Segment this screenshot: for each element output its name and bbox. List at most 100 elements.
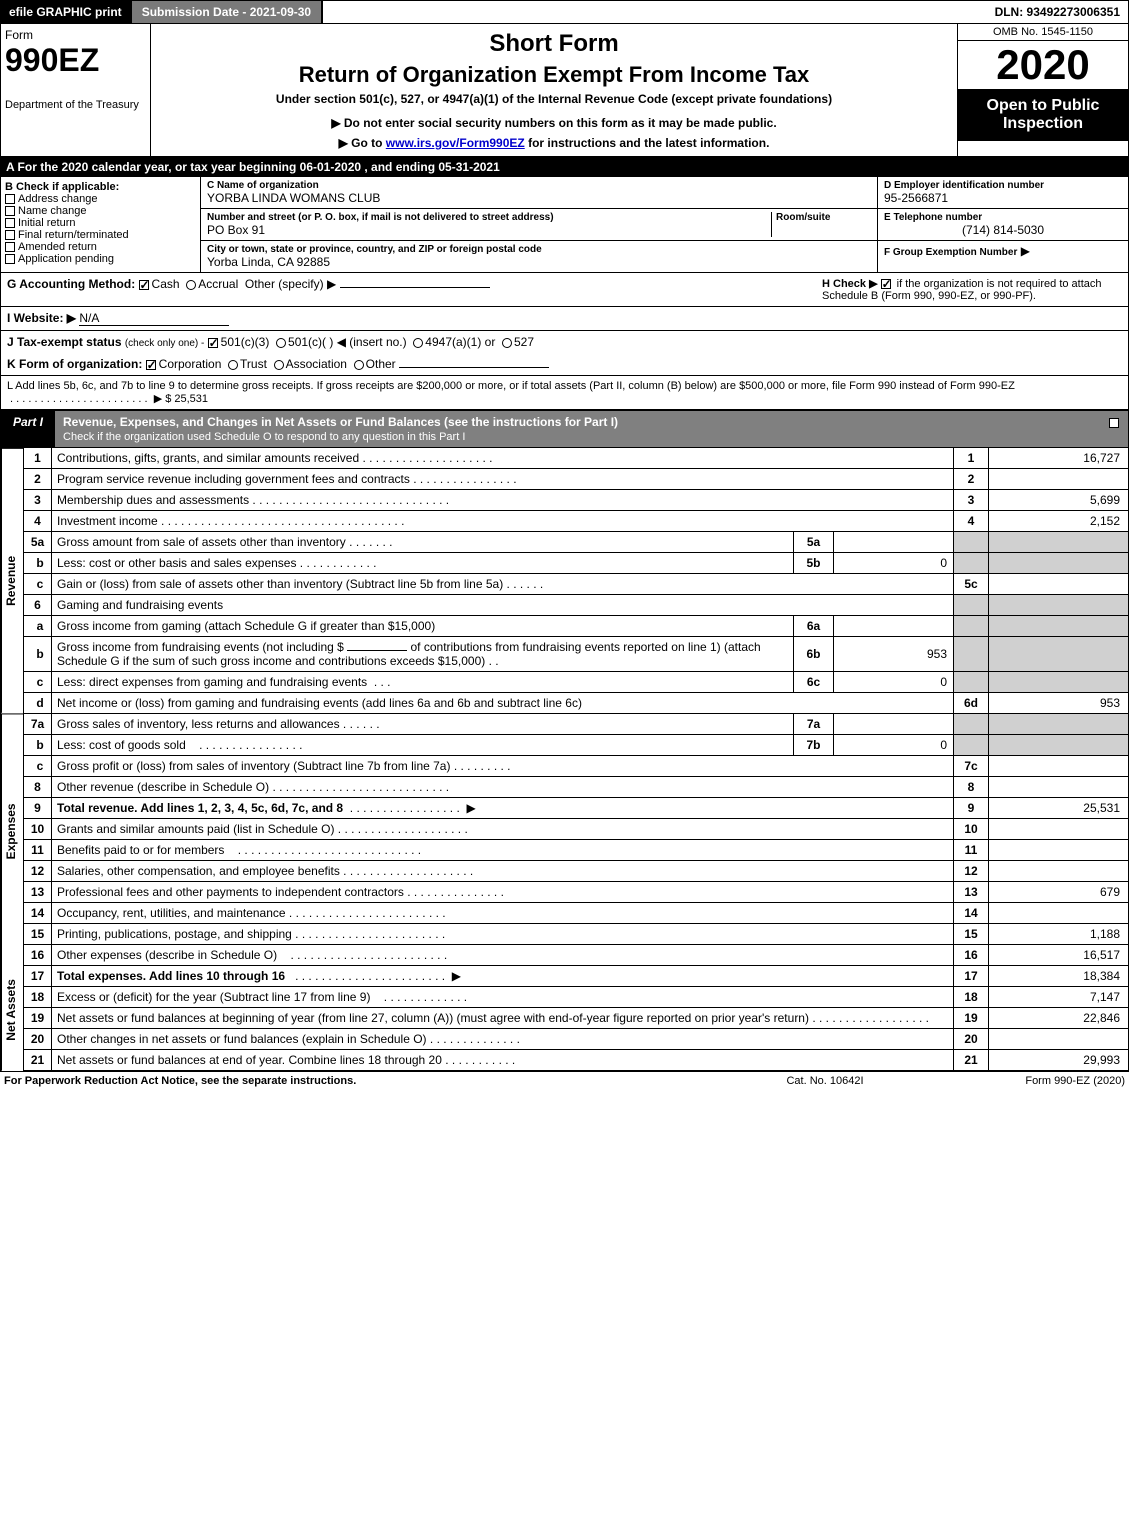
- ein: 95-2566871: [884, 191, 1122, 205]
- check-schedule-b[interactable]: [881, 279, 891, 289]
- line-j: J Tax-exempt status (check only one) - 5…: [0, 331, 1129, 353]
- line-21: 21Net assets or fund balances at end of …: [24, 1050, 1129, 1071]
- phone: (714) 814-5030: [884, 223, 1122, 237]
- tax-year: 2020: [958, 41, 1128, 89]
- netassets-label: Net Assets: [1, 949, 23, 1071]
- part-i-label: Part I: [1, 411, 55, 447]
- check-initial-return[interactable]: [5, 218, 15, 228]
- check-application-pending[interactable]: [5, 254, 15, 264]
- header-center: Short Form Return of Organization Exempt…: [151, 24, 958, 156]
- line-l-text: L Add lines 5b, 6c, and 7b to line 9 to …: [7, 380, 1015, 392]
- form-label: Form: [5, 28, 146, 42]
- part-i-bar: Part I Revenue, Expenses, and Changes in…: [0, 410, 1129, 448]
- info-grid: B Check if applicable: Address change Na…: [0, 177, 1129, 273]
- line-18: 18Excess or (deficit) for the year (Subt…: [24, 987, 1129, 1008]
- line-6c: cLess: direct expenses from gaming and f…: [24, 672, 1129, 693]
- radio-trust[interactable]: [228, 360, 238, 370]
- footer-mid: Cat. No. 10642I: [725, 1075, 925, 1087]
- radio-527[interactable]: [502, 338, 512, 348]
- check-corporation[interactable]: [146, 360, 156, 370]
- instructions-note: ▶ Go to www.irs.gov/Form990EZ for instru…: [159, 136, 949, 150]
- footer-left: For Paperwork Reduction Act Notice, see …: [4, 1075, 725, 1087]
- check-address-change[interactable]: [5, 194, 15, 204]
- line-19: 19Net assets or fund balances at beginni…: [24, 1008, 1129, 1029]
- submission-date: Submission Date - 2021-09-30: [130, 1, 323, 23]
- line-16: 16Other expenses (describe in Schedule O…: [24, 945, 1129, 966]
- org-name-label: C Name of organization: [207, 180, 871, 191]
- other-org-input[interactable]: [399, 367, 549, 368]
- radio-association[interactable]: [274, 360, 284, 370]
- section-b: B Check if applicable: Address change Na…: [1, 177, 201, 272]
- section-d: D Employer identification number 95-2566…: [878, 177, 1128, 272]
- line-6d: dNet income or (loss) from gaming and fu…: [24, 693, 1129, 714]
- line-15: 15Printing, publications, postage, and s…: [24, 924, 1129, 945]
- radio-501c[interactable]: [276, 338, 286, 348]
- section-b-label: B Check if applicable:: [5, 181, 196, 193]
- omb-number: OMB No. 1545-1150: [958, 24, 1128, 41]
- lines-table: 1Contributions, gifts, grants, and simil…: [23, 448, 1129, 1071]
- line-3: 3Membership dues and assessments . . . .…: [24, 490, 1129, 511]
- line-6a: aGross income from gaming (attach Schedu…: [24, 616, 1129, 637]
- part-i-body: Revenue Expenses Net Assets 1Contributio…: [0, 448, 1129, 1071]
- line-l-amount: ▶ $ 25,531: [154, 393, 208, 405]
- line-i: I Website: ▶ N/A: [0, 307, 1129, 331]
- header-right: OMB No. 1545-1150 2020 Open to Public In…: [958, 24, 1128, 156]
- street-label: Number and street (or P. O. box, if mail…: [207, 212, 771, 223]
- line-20: 20Other changes in net assets or fund ba…: [24, 1029, 1129, 1050]
- line-7b: bLess: cost of goods sold . . . . . . . …: [24, 735, 1129, 756]
- check-schedule-o[interactable]: [1109, 418, 1119, 428]
- line-g-h: G Accounting Method: Cash Accrual Other …: [0, 273, 1129, 307]
- check-amended-return[interactable]: [5, 242, 15, 252]
- revenue-label: Revenue: [1, 448, 23, 713]
- line-8: 8Other revenue (describe in Schedule O) …: [24, 777, 1129, 798]
- line-10: 10Grants and similar amounts paid (list …: [24, 819, 1129, 840]
- footer: For Paperwork Reduction Act Notice, see …: [0, 1071, 1129, 1090]
- part-i-title: Revenue, Expenses, and Changes in Net As…: [55, 411, 1103, 447]
- footer-right: Form 990-EZ (2020): [925, 1075, 1125, 1087]
- ssn-note: ▶ Do not enter social security numbers o…: [159, 116, 949, 130]
- check-name-change[interactable]: [5, 206, 15, 216]
- form-number: 990EZ: [5, 42, 146, 79]
- check-final-return[interactable]: [5, 230, 15, 240]
- line-9: 9Total revenue. Add lines 1, 2, 3, 4, 5c…: [24, 798, 1129, 819]
- line-5a: 5aGross amount from sale of assets other…: [24, 532, 1129, 553]
- ein-label: D Employer identification number: [884, 180, 1122, 191]
- line-a: A For the 2020 calendar year, or tax yea…: [0, 157, 1129, 177]
- website-value: N/A: [79, 311, 229, 326]
- line-k-label: K Form of organization:: [7, 357, 142, 371]
- phone-label: E Telephone number: [884, 212, 1122, 223]
- dln: DLN: 93492273006351: [987, 1, 1128, 23]
- line-14: 14Occupancy, rent, utilities, and mainte…: [24, 903, 1129, 924]
- radio-4947[interactable]: [413, 338, 423, 348]
- check-cash[interactable]: [139, 280, 149, 290]
- radio-other-org[interactable]: [354, 360, 364, 370]
- line-g-label: G Accounting Method:: [7, 277, 135, 291]
- line-13: 13Professional fees and other payments t…: [24, 882, 1129, 903]
- check-501c3[interactable]: [208, 338, 218, 348]
- line-6b: bGross income from fundraising events (n…: [24, 637, 1129, 672]
- form-header: Form 990EZ Department of the Treasury Sh…: [0, 24, 1129, 157]
- line-7a: 7aGross sales of inventory, less returns…: [24, 714, 1129, 735]
- city: Yorba Linda, CA 92885: [207, 255, 871, 269]
- other-specify-input[interactable]: [340, 287, 490, 288]
- radio-accrual[interactable]: [186, 280, 196, 290]
- expenses-label: Expenses: [1, 713, 23, 949]
- line-5c: cGain or (loss) from sale of assets othe…: [24, 574, 1129, 595]
- section-c: C Name of organization YORBA LINDA WOMAN…: [201, 177, 878, 272]
- department: Department of the Treasury: [5, 99, 146, 111]
- line-5b: bLess: cost or other basis and sales exp…: [24, 553, 1129, 574]
- line-h-label: H Check ▶: [822, 278, 878, 290]
- open-to-public: Open to Public Inspection: [958, 89, 1128, 141]
- line-12: 12Salaries, other compensation, and empl…: [24, 861, 1129, 882]
- irs-link[interactable]: www.irs.gov/Form990EZ: [386, 136, 525, 150]
- org-name: YORBA LINDA WOMANS CLUB: [207, 191, 871, 205]
- group-arrow: ▶: [1021, 244, 1030, 258]
- line-1: 1Contributions, gifts, grants, and simil…: [24, 448, 1129, 469]
- room-label: Room/suite: [776, 212, 871, 223]
- line-i-label: I Website: ▶: [7, 311, 76, 325]
- efile-label: efile GRAPHIC print: [1, 1, 130, 23]
- main-title: Return of Organization Exempt From Incom…: [159, 62, 949, 88]
- line-2: 2Program service revenue including gover…: [24, 469, 1129, 490]
- subtitle: Under section 501(c), 527, or 4947(a)(1)…: [159, 92, 949, 106]
- city-label: City or town, state or province, country…: [207, 244, 871, 255]
